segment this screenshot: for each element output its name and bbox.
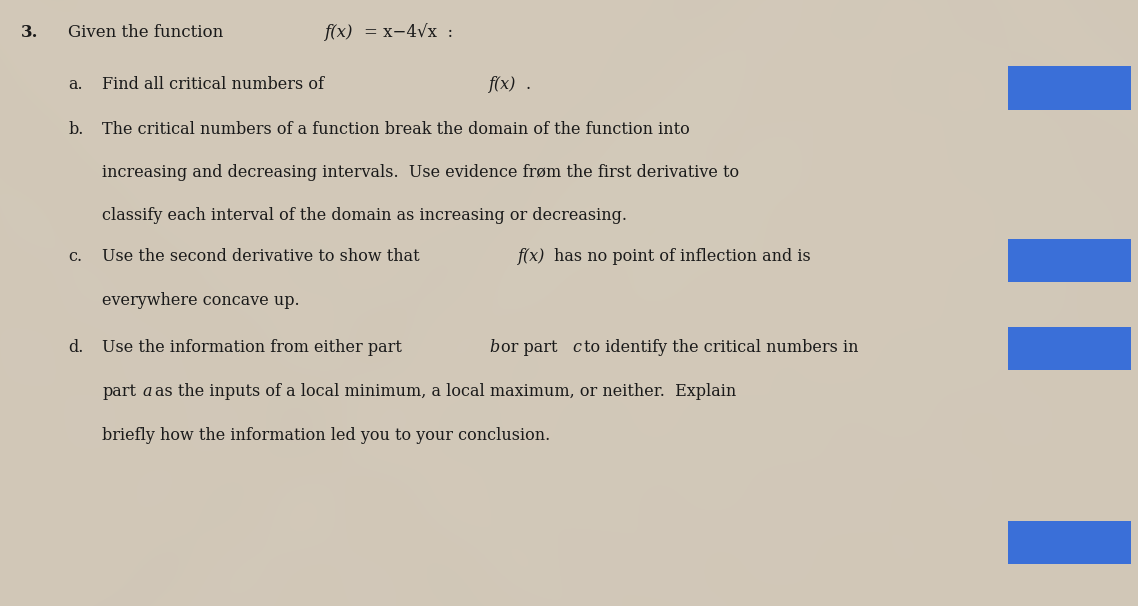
Text: part: part <box>102 383 137 400</box>
Text: classify each interval of the domain as increasing or decreasing.: classify each interval of the domain as … <box>102 207 627 224</box>
Text: The critical numbers of a function break the domain of the function into: The critical numbers of a function break… <box>102 121 690 138</box>
Text: c.: c. <box>68 248 82 265</box>
Text: briefly how the information led you to your conclusion.: briefly how the information led you to y… <box>102 427 551 444</box>
Text: as the inputs of a local minimum, a local maximum, or neither.  Explain: as the inputs of a local minimum, a loca… <box>155 383 736 400</box>
Text: Given the function: Given the function <box>68 24 223 41</box>
Bar <box>1008 521 1131 564</box>
Text: to identify the critical numbers in: to identify the critical numbers in <box>584 339 858 356</box>
Text: or part: or part <box>501 339 558 356</box>
Bar <box>1008 239 1131 282</box>
Text: a.: a. <box>68 76 83 93</box>
Text: f(x): f(x) <box>518 248 545 265</box>
Text: increasing and decreasing intervals.  Use evidence frøm the first derivative to: increasing and decreasing intervals. Use… <box>102 164 740 181</box>
Text: b: b <box>489 339 500 356</box>
Text: f(x): f(x) <box>324 24 353 41</box>
Text: 3.: 3. <box>20 24 38 41</box>
Text: = x−4√x  :: = x−4√x : <box>364 24 453 41</box>
Bar <box>1008 66 1131 110</box>
Text: c: c <box>572 339 582 356</box>
Text: .: . <box>526 76 531 93</box>
Text: a: a <box>142 383 151 400</box>
Text: d.: d. <box>68 339 84 356</box>
Text: everywhere concave up.: everywhere concave up. <box>102 292 300 309</box>
Text: b.: b. <box>68 121 84 138</box>
Text: has no point of inflection and is: has no point of inflection and is <box>554 248 811 265</box>
Text: Use the information from either part: Use the information from either part <box>102 339 403 356</box>
Text: f(x): f(x) <box>489 76 517 93</box>
Bar <box>1008 327 1131 370</box>
Text: Find all critical numbers of: Find all critical numbers of <box>102 76 324 93</box>
Text: Use the second derivative to show that: Use the second derivative to show that <box>102 248 420 265</box>
